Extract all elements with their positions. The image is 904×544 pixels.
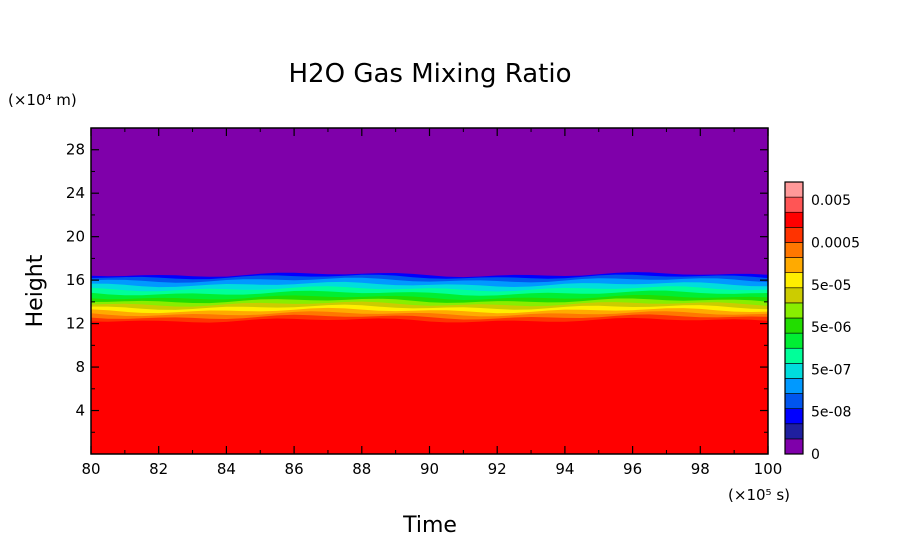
colorbar-swatch bbox=[784, 317, 804, 334]
y-axis-label: Height bbox=[23, 254, 48, 327]
colorbar-swatch bbox=[784, 272, 804, 289]
colorbar-swatch bbox=[784, 393, 804, 409]
colorbar-swatch bbox=[784, 196, 804, 213]
colorbar-swatch bbox=[784, 438, 804, 455]
colorbar-frame bbox=[784, 181, 804, 455]
colorbar-label: 0.005 bbox=[811, 193, 851, 209]
colorbar-swatch bbox=[784, 211, 804, 228]
y-unit-label: (×10⁴ m) bbox=[8, 91, 77, 109]
x-tick-label: 86 bbox=[285, 460, 304, 478]
x-unit-label: (×10⁵ s) bbox=[728, 486, 790, 504]
x-tick-label: 88 bbox=[352, 460, 371, 478]
x-tick-label: 94 bbox=[555, 460, 574, 478]
colorbar-swatch bbox=[784, 363, 804, 379]
colorbar-swatch bbox=[784, 242, 804, 258]
x-tick-label: 80 bbox=[81, 460, 100, 478]
colorbar-swatch bbox=[784, 302, 804, 319]
colorbar: 0 5e-08 5e-07 5e-06 5e-05 0.0005 0.005 bbox=[784, 181, 860, 463]
x-tick-label: 82 bbox=[149, 460, 168, 478]
colorbar-label: 5e-05 bbox=[811, 278, 851, 294]
colorbar-label: 0.0005 bbox=[811, 235, 860, 251]
x-tick-label: 84 bbox=[217, 460, 236, 478]
y-tick-label: 20 bbox=[66, 228, 85, 246]
contour-field bbox=[91, 128, 768, 454]
x-tick-label: 92 bbox=[488, 460, 507, 478]
colorbar-label: 5e-07 bbox=[811, 362, 851, 378]
y-tick-label: 28 bbox=[66, 141, 85, 159]
x-axis: 80 82 84 86 88 90 92 94 96 98 100 bbox=[81, 128, 782, 478]
colorbar-swatch bbox=[784, 332, 804, 349]
chart-title: H2O Gas Mixing Ratio bbox=[289, 59, 572, 89]
colorbar-swatch bbox=[784, 257, 804, 273]
y-tick-label: 12 bbox=[66, 315, 85, 333]
y-tick-label: 24 bbox=[66, 184, 85, 202]
x-tick-label: 96 bbox=[623, 460, 642, 478]
x-axis-label: Time bbox=[402, 513, 457, 538]
colorbar-label: 5e-08 bbox=[811, 405, 851, 421]
x-tick-label: 98 bbox=[691, 460, 710, 478]
colorbar-swatch bbox=[784, 408, 804, 425]
colorbar-label: 5e-06 bbox=[811, 320, 851, 336]
colorbar-swatch bbox=[784, 287, 804, 304]
colorbar-swatch bbox=[784, 227, 804, 243]
colorbar-swatch bbox=[784, 347, 804, 364]
colorbar-swatch bbox=[784, 181, 804, 198]
y-tick-label: 8 bbox=[75, 358, 85, 376]
y-axis: 4 8 12 16 20 24 28 bbox=[66, 141, 768, 433]
colorbar-swatch bbox=[784, 378, 804, 394]
y-tick-label: 16 bbox=[66, 271, 85, 289]
colorbar-swatch bbox=[784, 423, 804, 440]
colorbar-label: 0 bbox=[811, 447, 820, 463]
contour-band bbox=[91, 317, 768, 454]
x-tick-label: 90 bbox=[420, 460, 439, 478]
x-tick-label: 100 bbox=[754, 460, 783, 478]
y-tick-label: 4 bbox=[75, 402, 85, 420]
plot-frame bbox=[90, 127, 769, 455]
